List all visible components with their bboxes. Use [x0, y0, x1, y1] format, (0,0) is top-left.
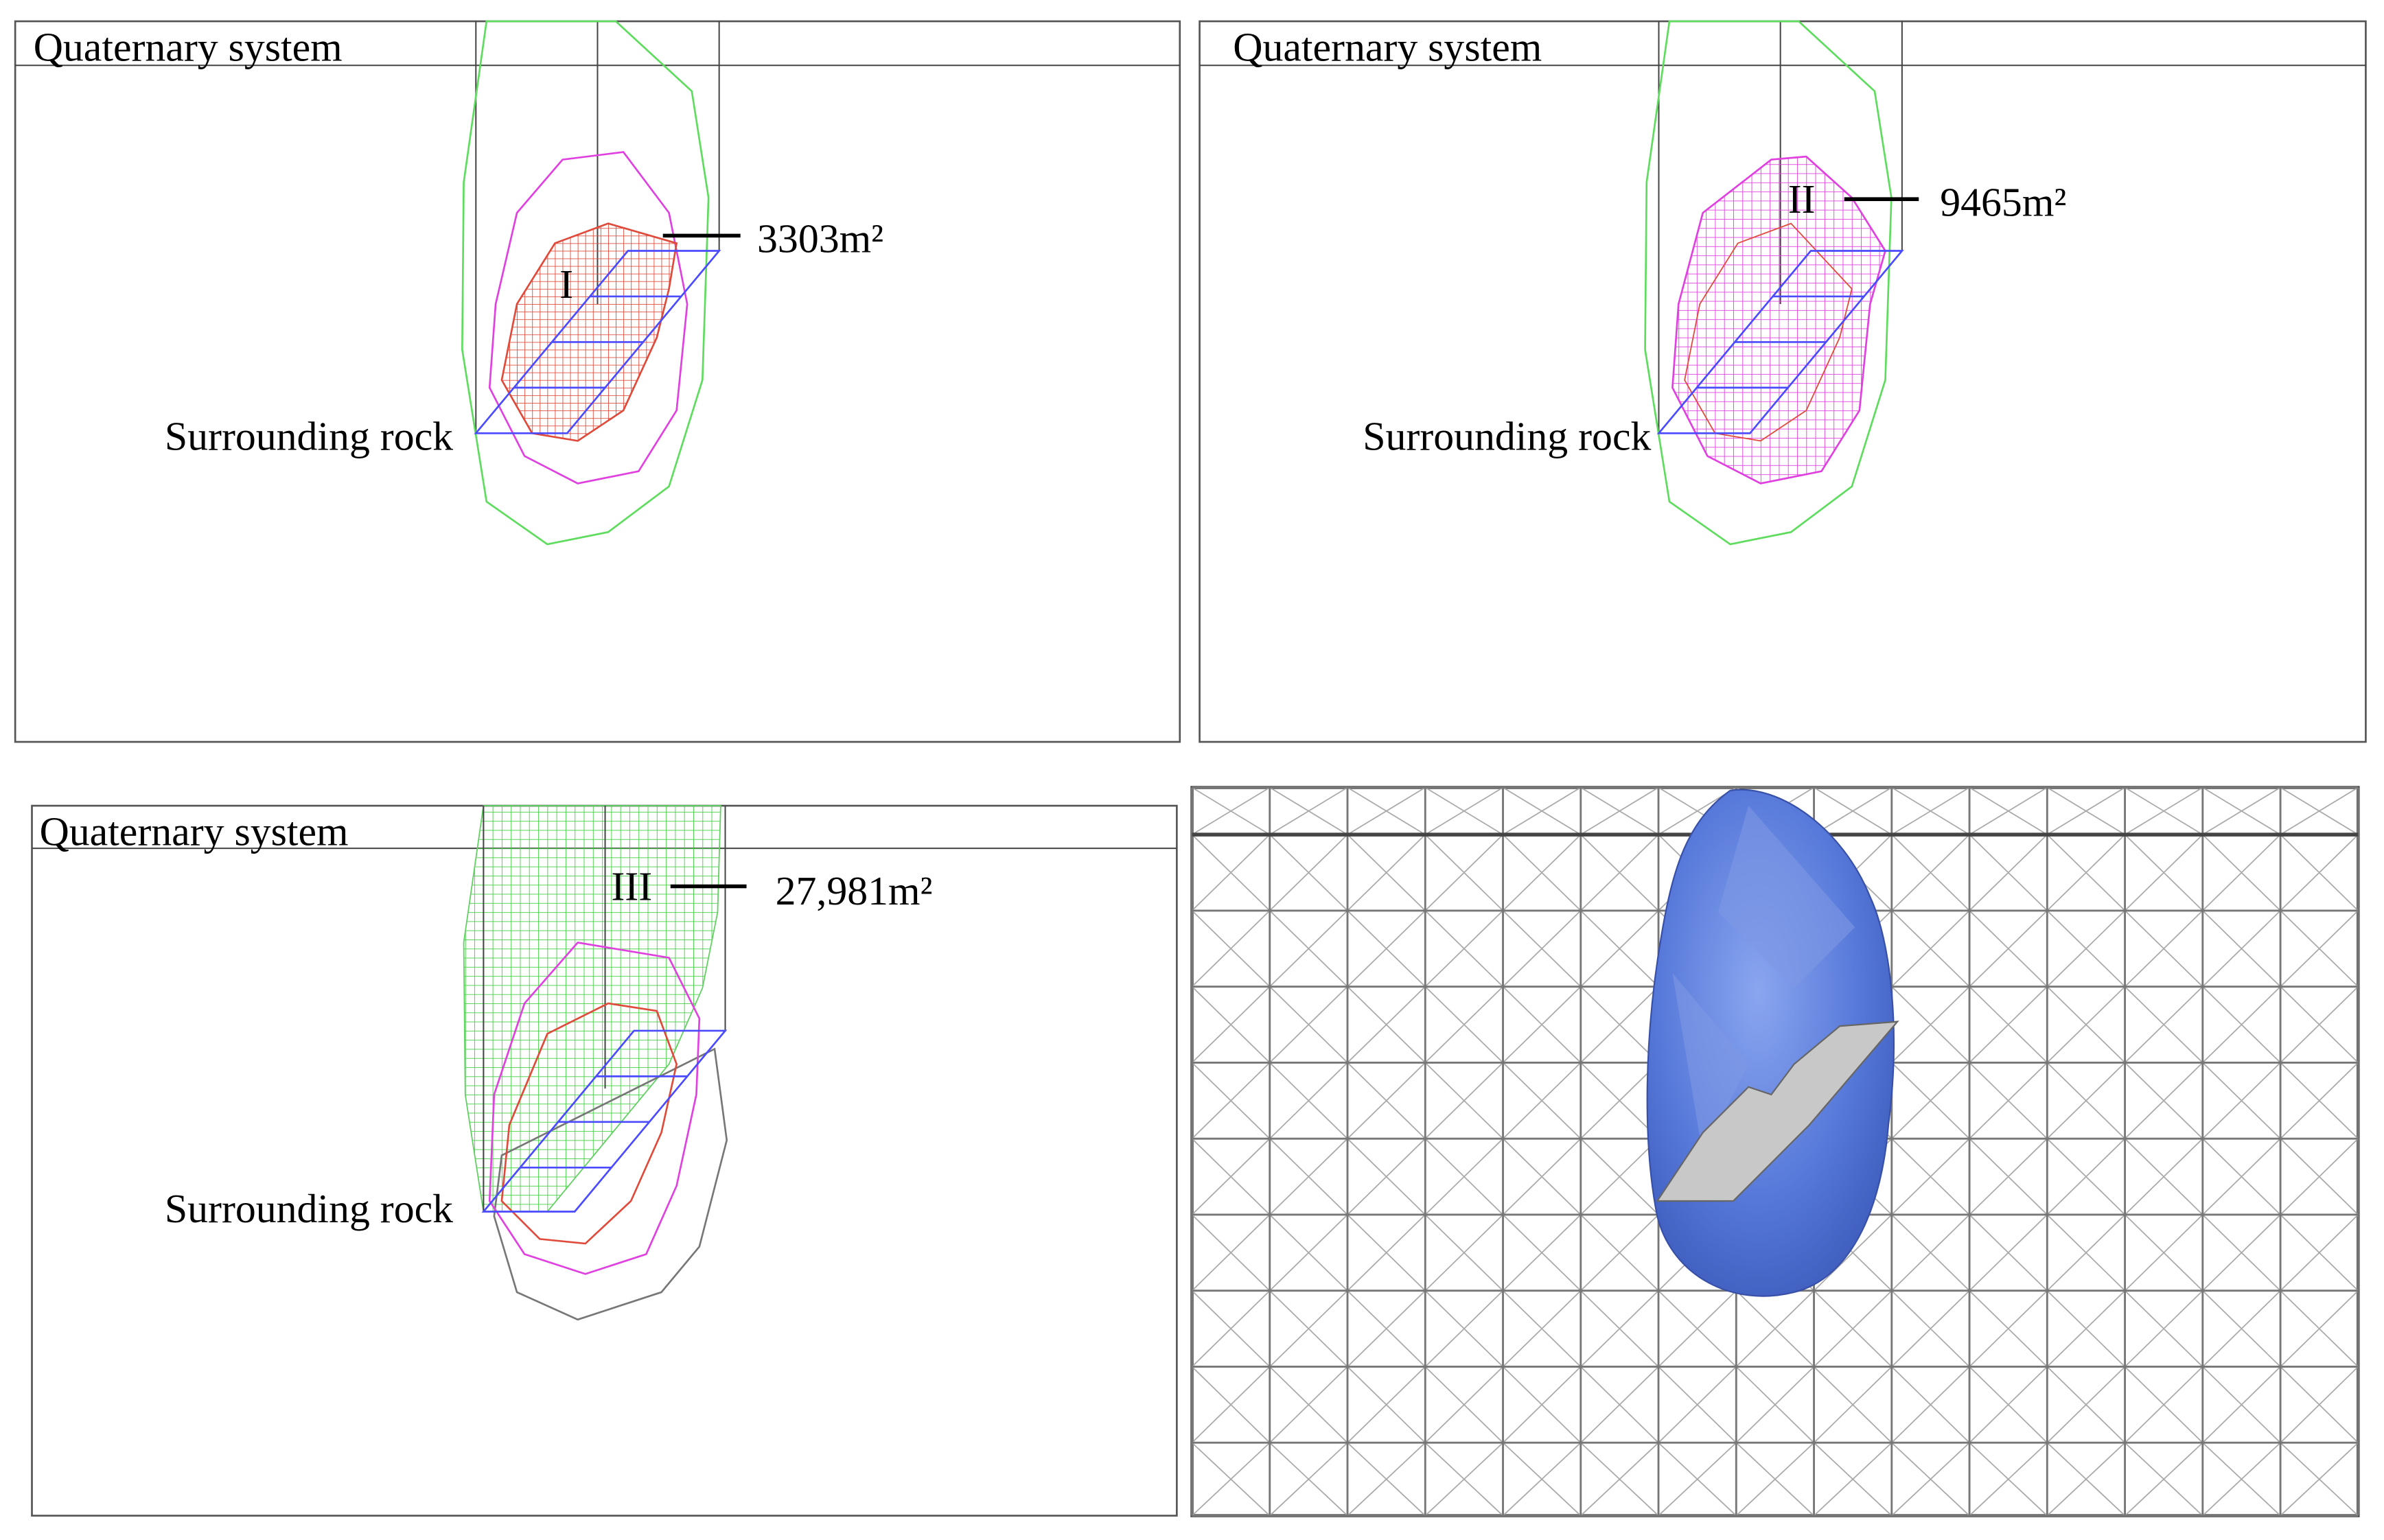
zone-outline-extent: [493, 1047, 728, 1321]
zone-outline-2: [488, 151, 688, 485]
layer-label: Quaternary system: [1233, 25, 1542, 70]
area-label: 27,981m²: [776, 868, 933, 913]
zone-outline-3: [461, 20, 710, 546]
rock-label: Surrounding rock: [165, 414, 453, 459]
area-label: 9465m²: [1940, 180, 2066, 225]
panel-3: Quaternary system III 27,981m² Surroundi…: [31, 804, 1178, 1517]
zone-outline-2: [488, 941, 701, 1275]
zone-3-hatch: [463, 805, 721, 1213]
zone-label: I: [559, 261, 573, 307]
panel-4-model: [1190, 786, 2360, 1517]
zone-outline-3: [1644, 20, 1893, 546]
zone-1-hatch: [500, 222, 678, 442]
rock-label: Surrounding rock: [1363, 414, 1651, 459]
area-label: 3303m²: [757, 216, 883, 261]
rock-label: Surrounding rock: [165, 1186, 453, 1231]
ore-body: [474, 250, 721, 434]
ore-layers: [520, 1075, 688, 1169]
body-facets: [1672, 806, 1855, 1156]
zone-2-hatch: [1671, 155, 1886, 485]
layer-label: Quaternary system: [34, 25, 343, 70]
zone-label: II: [1788, 176, 1816, 222]
ore-mesh-plate: [1656, 1020, 1899, 1202]
zone-label: III: [611, 863, 652, 909]
panel-2: Quaternary system II 9465m² Surrounding …: [1199, 20, 2367, 743]
ore-body: [481, 1029, 728, 1213]
zone-outline-1: [1684, 222, 1853, 442]
ore-layers: [1696, 295, 1864, 389]
layer-label: Quaternary system: [40, 809, 349, 854]
ore-layers: [513, 295, 682, 389]
panel-1: Quaternary system I 3303m² Surrounding r…: [14, 20, 1181, 743]
ore-body: [1656, 250, 1904, 434]
zone-outline-1: [500, 1002, 678, 1245]
